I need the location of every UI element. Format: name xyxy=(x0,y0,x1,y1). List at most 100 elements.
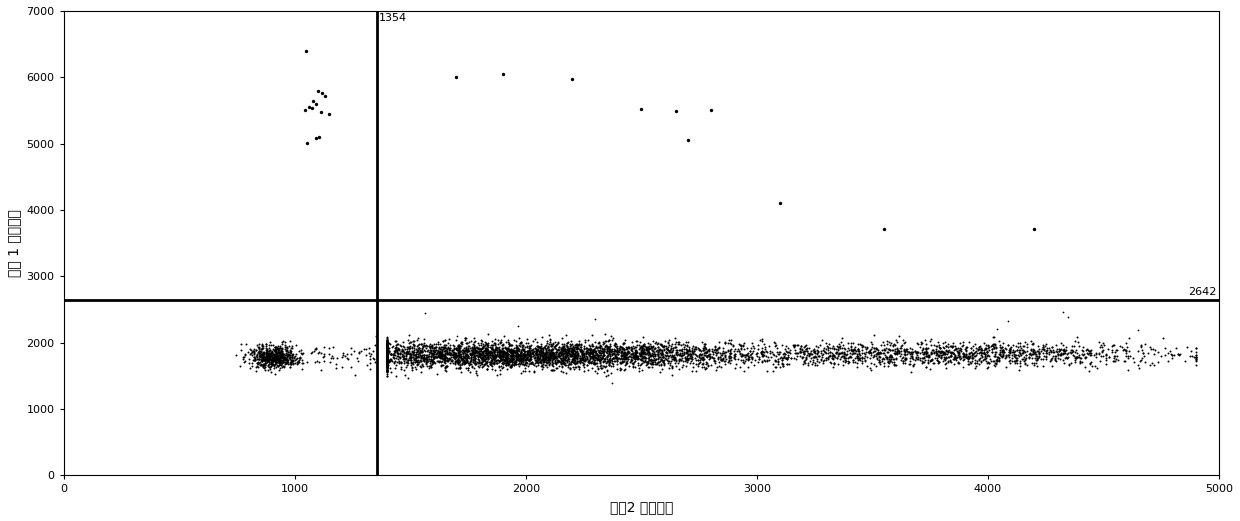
Point xyxy=(377,349,397,357)
Point xyxy=(1143,350,1163,358)
Point xyxy=(417,342,436,351)
Point xyxy=(553,346,573,355)
Point xyxy=(269,354,289,363)
Point xyxy=(929,358,949,367)
Point xyxy=(568,354,588,363)
Point xyxy=(570,356,590,364)
Point xyxy=(463,349,482,357)
Point xyxy=(598,342,618,351)
Point xyxy=(526,362,546,370)
Point xyxy=(785,349,805,357)
Point xyxy=(632,349,652,357)
Point xyxy=(377,352,397,361)
Point xyxy=(579,356,599,365)
Point xyxy=(377,346,397,354)
Point xyxy=(925,354,945,362)
Point xyxy=(1028,354,1048,362)
Point xyxy=(492,358,512,367)
Point xyxy=(536,346,556,354)
Point xyxy=(797,347,817,355)
Point xyxy=(527,358,547,366)
Point xyxy=(600,356,620,364)
Point xyxy=(626,346,646,354)
Point xyxy=(596,347,616,355)
Point xyxy=(377,350,397,358)
Point xyxy=(531,353,551,361)
Point xyxy=(725,344,745,353)
Point xyxy=(538,356,558,364)
Point xyxy=(954,349,973,357)
Point xyxy=(897,354,916,362)
Point xyxy=(405,351,425,359)
Point xyxy=(267,361,286,369)
Point xyxy=(484,345,503,354)
Point xyxy=(377,365,397,373)
Point xyxy=(556,345,575,353)
Point xyxy=(582,358,601,367)
Point xyxy=(848,345,868,353)
Point xyxy=(594,351,614,359)
Point xyxy=(564,349,584,357)
Point xyxy=(494,346,513,355)
Point xyxy=(428,348,448,356)
Point xyxy=(720,354,740,362)
Point xyxy=(438,353,458,362)
Point xyxy=(610,345,630,353)
Point xyxy=(724,351,744,359)
Point xyxy=(377,350,397,358)
Point xyxy=(454,356,474,364)
Point xyxy=(377,353,397,362)
Point xyxy=(270,360,290,368)
Point xyxy=(377,339,397,348)
Point xyxy=(546,350,565,358)
Point xyxy=(835,348,854,356)
Point xyxy=(363,347,383,355)
Point xyxy=(557,353,577,361)
Point xyxy=(489,343,508,351)
Point xyxy=(410,351,430,359)
Point xyxy=(472,346,492,355)
Point xyxy=(501,357,521,365)
Point xyxy=(1073,358,1092,366)
Point xyxy=(820,358,839,366)
Point xyxy=(265,352,285,360)
Point xyxy=(1081,358,1101,366)
Point xyxy=(689,353,709,361)
Point xyxy=(377,333,397,341)
Point xyxy=(934,357,954,366)
Point xyxy=(899,354,919,363)
Point xyxy=(495,331,515,340)
Point xyxy=(616,344,636,353)
Point xyxy=(250,351,270,359)
Point xyxy=(1014,347,1034,355)
Point xyxy=(377,357,397,366)
Point xyxy=(749,355,769,364)
Point xyxy=(652,346,672,355)
Point xyxy=(264,352,284,360)
Point xyxy=(1001,345,1021,353)
Point xyxy=(489,340,508,348)
Point xyxy=(422,349,441,357)
Point xyxy=(252,343,272,352)
Point xyxy=(487,348,507,356)
Point xyxy=(409,352,429,361)
Point xyxy=(377,335,397,343)
Point xyxy=(918,358,937,366)
Point xyxy=(377,346,397,355)
Point xyxy=(482,343,502,351)
Point xyxy=(982,348,1002,356)
Point xyxy=(420,359,440,368)
Point xyxy=(264,350,284,358)
Point xyxy=(548,340,568,348)
Point xyxy=(512,356,532,365)
Point xyxy=(975,346,994,355)
Point xyxy=(644,354,663,362)
Point xyxy=(538,353,558,361)
Point xyxy=(435,357,455,366)
Point xyxy=(443,341,463,350)
Point xyxy=(714,357,734,365)
Point xyxy=(744,344,764,353)
Point xyxy=(630,355,650,363)
Point xyxy=(377,343,397,352)
Point xyxy=(986,348,1006,356)
